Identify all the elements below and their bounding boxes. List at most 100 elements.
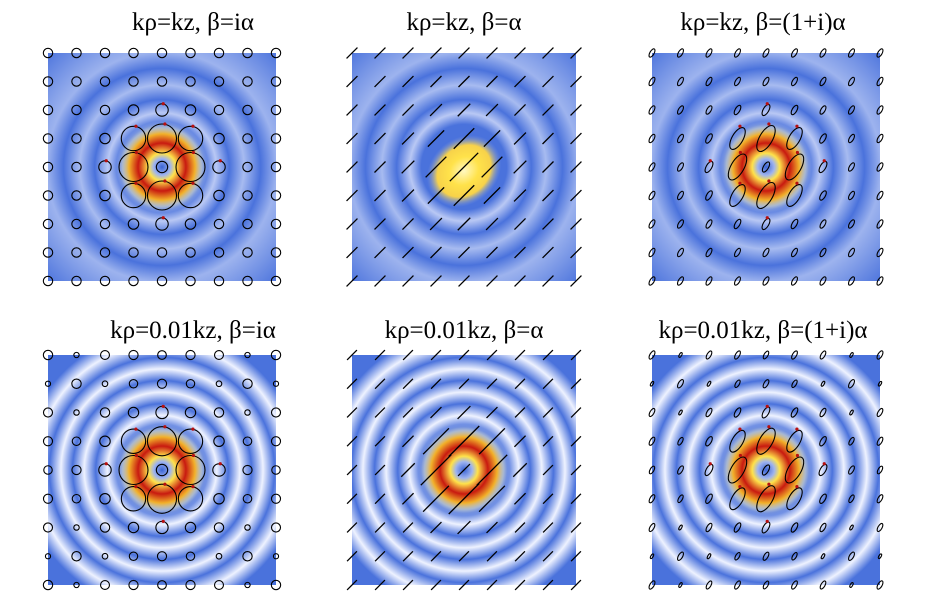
polarization-ellipse — [876, 48, 884, 58]
polarization-line — [486, 521, 498, 534]
polarization-line — [400, 462, 416, 478]
polarization-line — [429, 103, 443, 117]
handedness-arrow — [767, 122, 771, 126]
polarization-line — [458, 579, 470, 591]
handedness-arrow — [795, 453, 800, 458]
polarization-circle — [213, 349, 225, 361]
polarization-line — [486, 246, 498, 259]
polarization-line — [346, 550, 358, 562]
polarization-circle — [127, 521, 140, 534]
handedness-arrow — [134, 181, 138, 185]
polarization-ellipse — [649, 553, 655, 560]
polarization-ellipse — [877, 553, 883, 560]
polarization-circle — [42, 407, 54, 418]
polarization-circle — [71, 436, 82, 447]
polarization-circle — [244, 351, 251, 359]
panel-title-2: kρ=kz, β=α — [406, 9, 522, 36]
handedness-arrow — [218, 159, 222, 163]
polarization-circle — [270, 161, 282, 173]
polarization-line — [542, 275, 554, 287]
polarization-line — [430, 378, 442, 390]
handedness-arrow — [163, 482, 167, 486]
polarization-line — [514, 407, 526, 418]
polarization-circle — [42, 436, 54, 447]
polarization-line — [570, 246, 582, 259]
polarization-ellipse — [678, 409, 683, 416]
polarization-ellipse — [648, 247, 656, 258]
handedness-arrow — [134, 485, 138, 489]
polarization-circle — [99, 247, 111, 258]
polarization-line — [422, 485, 450, 513]
polarization-circle — [118, 151, 149, 183]
polarization-circle — [242, 493, 253, 504]
polarization-ellipse — [733, 76, 742, 87]
polarization-ellipse — [704, 160, 714, 174]
polarization-ellipse — [729, 429, 746, 453]
polarization-line — [374, 579, 386, 591]
polarization-ellipse — [819, 133, 827, 144]
polarization-line — [570, 132, 582, 145]
polarization-circle — [185, 76, 196, 87]
polarization-line — [485, 217, 499, 231]
polarization-ellipse — [648, 48, 656, 58]
panel-title-5: kρ=0.01kz, β=α — [384, 317, 544, 344]
polarization-circle — [71, 47, 82, 59]
polarization-ellipse — [847, 551, 856, 561]
polarization-ellipse — [820, 380, 826, 387]
polarization-ellipse — [704, 463, 714, 477]
polarization-ellipse — [649, 380, 655, 387]
handedness-arrow — [767, 482, 771, 486]
polarization-ellipse — [790, 48, 799, 58]
polarization-ellipse — [818, 160, 828, 174]
polarization-line — [542, 132, 554, 145]
polarization-line — [486, 378, 498, 390]
polarization-ellipse — [733, 218, 742, 230]
polarization-line — [427, 186, 445, 205]
polarization-circle — [42, 275, 54, 287]
polarization-ellipse — [648, 350, 656, 360]
polarization-line — [346, 579, 358, 591]
polarization-circle — [101, 380, 109, 388]
polarization-circle — [185, 579, 196, 591]
polarization-circle — [213, 218, 225, 230]
polarization-circle — [71, 275, 82, 287]
panel-1-field — [48, 53, 276, 281]
polarization-line — [346, 246, 358, 259]
polarization-line — [374, 522, 386, 533]
polarization-ellipse — [762, 48, 770, 58]
polarization-ellipse — [847, 162, 856, 172]
polarization-line — [346, 275, 358, 287]
polarization-circle — [146, 123, 178, 154]
polarization-circle — [156, 247, 168, 258]
polarization-line — [542, 493, 554, 505]
polarization-line — [430, 47, 442, 59]
polarization-line — [453, 184, 475, 207]
polarization-circle — [156, 76, 168, 87]
polarization-circle — [71, 161, 82, 173]
polarization-line — [430, 521, 442, 534]
polarization-circle — [42, 47, 54, 59]
polarization-circle — [213, 47, 225, 59]
polarization-circle — [242, 133, 253, 144]
panel-4-field — [48, 355, 276, 585]
polarization-line — [346, 349, 358, 361]
polarization-ellipse — [756, 427, 776, 455]
polarization-ellipse — [733, 104, 742, 116]
polarization-line — [542, 75, 554, 88]
polarization-ellipse — [876, 133, 884, 144]
polarization-ellipse — [727, 153, 748, 181]
polarization-line — [485, 103, 499, 117]
polarization-ellipse — [876, 465, 884, 475]
polarization-ellipse — [648, 76, 656, 87]
polarization-circle — [42, 349, 54, 361]
polarization-circle — [270, 247, 282, 258]
polarization-line — [401, 132, 415, 145]
polarization-line — [346, 189, 358, 202]
polarization-ellipse — [819, 48, 827, 58]
polarization-circle — [242, 104, 253, 116]
polarization-circle — [213, 579, 225, 591]
polarization-ellipse — [762, 350, 770, 360]
polarization-ellipse — [790, 276, 799, 286]
panel-title-4: kρ=0.01kz, β=iα — [110, 317, 276, 344]
handedness-arrow — [161, 519, 165, 523]
